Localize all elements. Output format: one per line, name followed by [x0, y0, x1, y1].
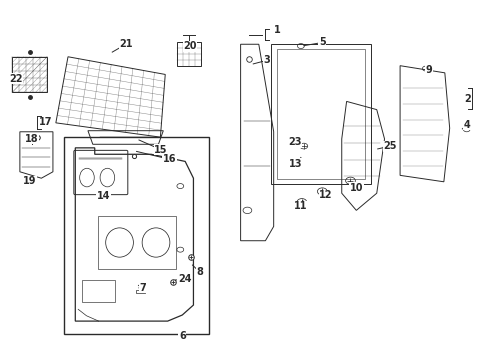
Text: 3: 3	[263, 55, 270, 65]
Bar	[135, 290, 145, 293]
Text: 21: 21	[119, 39, 132, 49]
Text: 1: 1	[273, 25, 280, 35]
Bar	[177, 42, 201, 66]
Text: 24: 24	[178, 274, 191, 284]
Text: 22: 22	[9, 74, 22, 84]
Text: 15: 15	[154, 145, 167, 155]
Text: 2: 2	[463, 94, 469, 104]
Text: 12: 12	[319, 190, 332, 200]
Text: 8: 8	[196, 267, 203, 277]
Bar	[98, 216, 176, 269]
Text: 23: 23	[288, 138, 301, 148]
Text: 10: 10	[349, 183, 362, 193]
Text: 14: 14	[97, 191, 110, 201]
Bar	[63, 137, 209, 334]
Text: 17: 17	[40, 117, 53, 127]
Text: 9: 9	[425, 65, 432, 75]
Text: 5: 5	[318, 37, 325, 48]
Text: 18: 18	[25, 134, 39, 144]
Text: 13: 13	[289, 159, 302, 169]
Text: 25: 25	[383, 141, 396, 151]
Text: 19: 19	[23, 176, 36, 186]
Bar	[81, 280, 115, 302]
Bar	[12, 57, 47, 93]
Text: 11: 11	[293, 202, 306, 211]
Text: 7: 7	[139, 283, 145, 293]
Text: 6: 6	[179, 332, 185, 342]
Text: 20: 20	[183, 41, 196, 51]
Text: 4: 4	[463, 120, 469, 130]
Text: 16: 16	[163, 154, 176, 164]
